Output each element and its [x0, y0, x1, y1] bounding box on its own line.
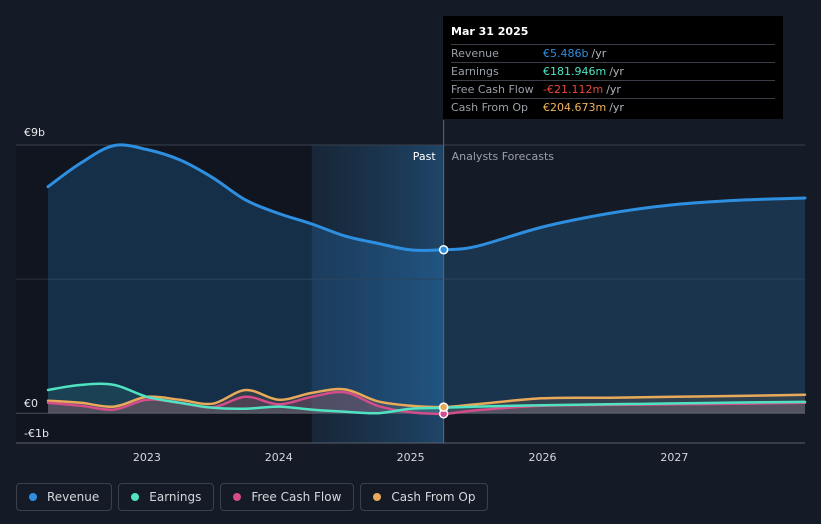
tooltip-unit: /yr [591, 47, 607, 60]
legend-item-earnings[interactable]: Earnings [118, 483, 215, 511]
series-line-revenue [46, 143, 807, 252]
tooltip-label: Revenue [451, 47, 499, 60]
tooltip-value: -€21.112m [543, 83, 604, 96]
series-line-earnings [46, 382, 807, 415]
series-area-cash-from-op [48, 389, 805, 414]
y-tick-label: €0 [24, 397, 38, 410]
legend-dot-icon [131, 493, 140, 501]
marker-cash-from-op [438, 402, 449, 412]
tooltip-value: €5.486b [543, 47, 589, 60]
tooltip-row-earnings: Earnings €181.946m /yr [451, 62, 775, 80]
tooltip-value: €181.946m [543, 65, 607, 78]
tooltip-value: €204.673m [543, 101, 607, 114]
forecast-label: Analysts Forecasts [452, 150, 555, 163]
legend-label: Free Cash Flow [251, 490, 342, 504]
legend-label: Earnings [149, 490, 202, 504]
tooltip-row-free-cash-flow: Free Cash Flow -€21.112m /yr [451, 80, 775, 98]
tooltip-label: Cash From Op [451, 101, 529, 114]
legend-item-cash-from-op[interactable]: Cash From Op [360, 483, 489, 511]
x-tick-label: 2026 [529, 451, 557, 464]
tooltip-label: Free Cash Flow [451, 83, 534, 96]
tooltip-row-revenue: Revenue €5.486b /yr [451, 44, 775, 62]
legend-dot-icon [373, 493, 382, 501]
legend-item-revenue[interactable]: Revenue [16, 483, 113, 511]
x-tick-label: 2024 [265, 451, 293, 464]
y-tick-label: -€1b [24, 427, 49, 440]
x-tick-label: 2023 [133, 451, 161, 464]
tooltip-row-cash-from-op: Cash From Op €204.673m /yr [451, 98, 775, 116]
legend-label: Revenue [47, 490, 100, 504]
tooltip-unit: /yr [609, 65, 624, 78]
hover-tooltip: Mar 31 2025 Revenue €5.486b /yr Earnings… [443, 16, 783, 119]
legend-dot-icon [233, 493, 242, 501]
tooltip-unit: /yr [606, 83, 621, 96]
chart-legend: Revenue Earnings Free Cash Flow Cash Fro… [16, 483, 489, 511]
marker-revenue [438, 244, 449, 255]
x-tick-label: 2027 [660, 451, 688, 464]
x-tick-label: 2025 [397, 451, 425, 464]
past-label: Past [413, 150, 437, 163]
legend-dot-icon [29, 493, 37, 501]
legend-item-free-cash-flow[interactable]: Free Cash Flow [220, 483, 355, 511]
tooltip-date: Mar 31 2025 [451, 25, 529, 38]
tooltip-label: Earnings [451, 65, 499, 78]
tooltip-unit: /yr [609, 101, 624, 114]
y-tick-label: €9b [24, 126, 45, 139]
legend-label: Cash From Op [391, 490, 476, 504]
series-area-revenue [48, 144, 805, 414]
